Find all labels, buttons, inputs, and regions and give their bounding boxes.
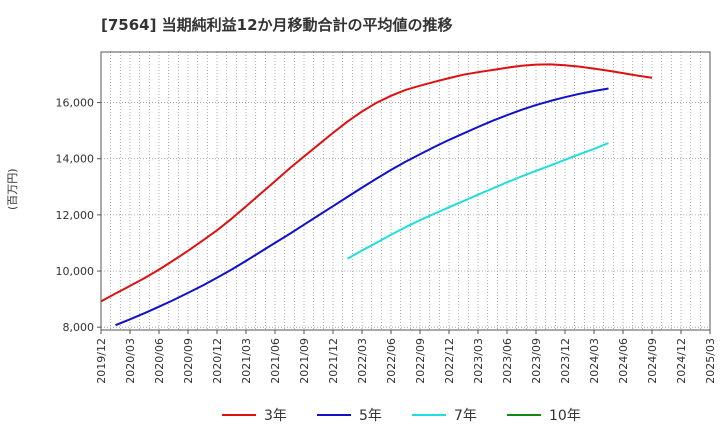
legend-swatch — [507, 414, 541, 416]
y-tick-label: 12,000 — [56, 209, 95, 222]
x-tick-label: 2023/09 — [530, 338, 543, 384]
x-tick-label: 2023/06 — [501, 338, 514, 384]
legend-label: 7年 — [454, 408, 477, 424]
x-ticks: 2019/12 2020/03 2020/06 2020/09 2020/12 2021/… — [95, 330, 717, 384]
y-tick-label: 14,000 — [56, 153, 95, 166]
x-tick-label: 2022/09 — [414, 338, 427, 384]
chart-title: [7564] 当期純利益12か月移動合計の平均値の推移 — [101, 16, 453, 34]
x-tick-label: 2025/03 — [704, 338, 717, 384]
y-ticks: 8,000 10,000 12,000 14,000 16,000 — [56, 97, 101, 334]
x-tick-label: 2021/12 — [327, 338, 340, 384]
legend-swatch — [222, 414, 256, 416]
legend: 3年 5年 7年 10年 — [0, 404, 720, 428]
legend-item: 5年 — [317, 404, 382, 426]
series-lines — [100, 63, 653, 327]
x-tick-label: 2023/03 — [472, 338, 485, 384]
x-tick-label: 2024/06 — [617, 338, 630, 384]
x-tick-label: 2022/03 — [356, 338, 369, 384]
x-tick-label: 2020/06 — [153, 338, 166, 384]
y-tick-label: 8,000 — [63, 321, 95, 334]
legend-item: 7年 — [412, 404, 477, 426]
legend-label: 3年 — [264, 408, 287, 424]
legend-label: 5年 — [359, 408, 382, 424]
x-tick-label: 2024/12 — [675, 338, 688, 384]
x-tick-label: 2024/03 — [588, 338, 601, 384]
x-tick-label: 2019/12 — [95, 338, 108, 384]
series-line-5年 — [115, 87, 609, 327]
y-tick-label: 16,000 — [56, 97, 95, 110]
legend-label: 10年 — [549, 408, 581, 424]
legend-swatch — [317, 414, 351, 416]
plot-frame — [100, 51, 711, 331]
x-tick-label: 2021/03 — [240, 338, 253, 384]
x-tick-label: 2021/06 — [269, 338, 282, 384]
legend-item: 3年 — [222, 404, 287, 426]
x-tick-label: 2021/09 — [298, 338, 311, 384]
x-tick-label: 2022/06 — [385, 338, 398, 384]
series-line-7年 — [347, 142, 609, 260]
x-tick-label: 2024/09 — [646, 338, 659, 384]
legend-item: 10年 — [507, 404, 581, 426]
x-tick-label: 2020/03 — [124, 338, 137, 384]
series-line-3年 — [100, 63, 653, 303]
x-tick-label: 2023/12 — [559, 338, 572, 384]
x-tick-label: 2020/12 — [211, 338, 224, 384]
x-tick-label: 2020/09 — [182, 338, 195, 384]
grid-lines — [100, 52, 711, 330]
legend-swatch — [412, 414, 446, 416]
y-tick-label: 10,000 — [56, 265, 95, 278]
x-tick-label: 2022/12 — [443, 338, 456, 384]
